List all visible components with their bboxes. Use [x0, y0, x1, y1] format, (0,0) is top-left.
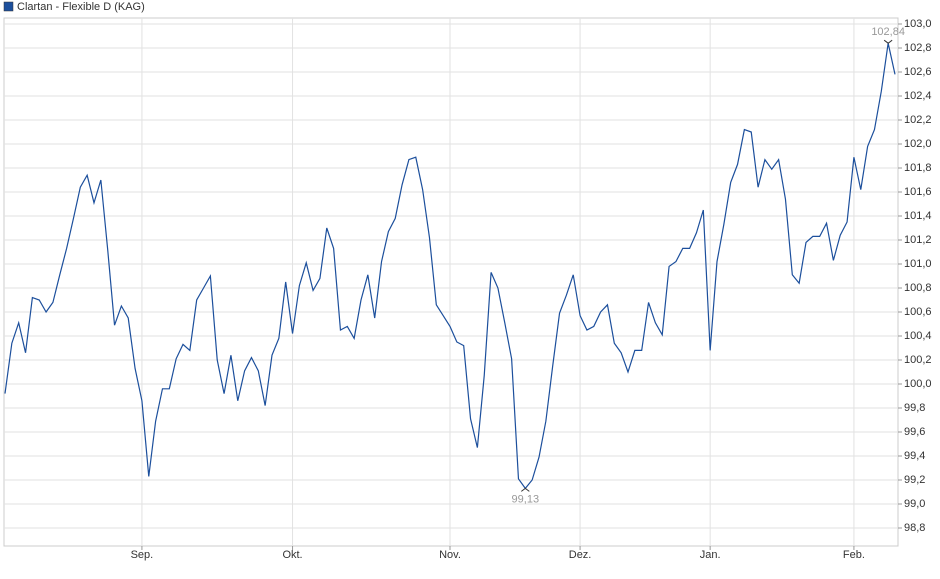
- y-tick-label: 102,0: [904, 138, 932, 150]
- y-tick-label: 102,2: [904, 114, 932, 126]
- y-tick-label: 100,4: [904, 330, 932, 342]
- y-tick-label: 100,0: [904, 378, 932, 390]
- x-tick-label: Sep.: [131, 549, 154, 561]
- extreme-marker: [883, 39, 893, 44]
- y-tick-label: 101,8: [904, 162, 932, 174]
- x-tick-label: Feb.: [843, 549, 865, 561]
- x-tick-label: Okt.: [282, 549, 302, 561]
- y-tick-label: 99,6: [904, 426, 925, 438]
- y-tick-label: 102,8: [904, 42, 932, 54]
- y-tick-label: 98,8: [904, 522, 925, 534]
- y-tick-label: 101,0: [904, 258, 932, 270]
- y-tick-label: 99,8: [904, 402, 925, 414]
- legend-label: Clartan - Flexible D (KAG): [17, 1, 145, 13]
- plot-area: [3, 17, 899, 547]
- value-label: 102,84: [871, 26, 905, 38]
- x-tick-label: Jan.: [700, 549, 721, 561]
- y-tick-label: 99,4: [904, 450, 925, 462]
- y-tick-label: 102,6: [904, 66, 932, 78]
- y-tick-label: 100,2: [904, 354, 932, 366]
- y-tick-label: 102,4: [904, 90, 932, 102]
- x-tick-label: Dez.: [569, 549, 592, 561]
- series-line: [4, 43, 896, 490]
- y-tick-label: 101,6: [904, 186, 932, 198]
- y-tick-label: 100,8: [904, 282, 932, 294]
- legend-swatch: [3, 1, 14, 12]
- y-tick-label: 103,0: [904, 18, 932, 30]
- extreme-marker: [521, 487, 530, 492]
- value-label: 99,13: [512, 493, 540, 505]
- y-tick-label: 99,0: [904, 498, 925, 510]
- y-tick-label: 100,6: [904, 306, 932, 318]
- x-tick-label: Nov.: [439, 549, 461, 561]
- y-tick-label: 99,2: [904, 474, 925, 486]
- y-tick-label: 101,2: [904, 234, 932, 246]
- y-tick-label: 101,4: [904, 210, 932, 222]
